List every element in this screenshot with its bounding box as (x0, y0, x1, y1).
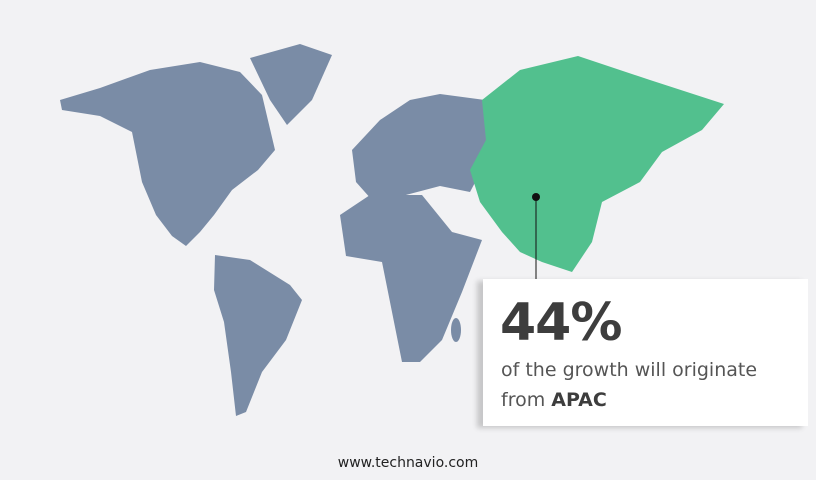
callout-dot (532, 193, 540, 201)
africa (340, 195, 482, 362)
growth-percentage: 44% (500, 293, 622, 353)
footer-url: www.technavio.com (337, 455, 479, 471)
south-america (214, 255, 302, 416)
region-name: APAC (551, 389, 607, 411)
north-america (60, 62, 275, 246)
europe (352, 94, 487, 200)
apac-region (470, 56, 724, 272)
madagascar (451, 318, 461, 342)
callout-card: 44% of the growth will originate from AP… (483, 279, 808, 426)
greenland (250, 44, 332, 125)
callout-description: of the growth will originate from APAC (501, 359, 758, 411)
